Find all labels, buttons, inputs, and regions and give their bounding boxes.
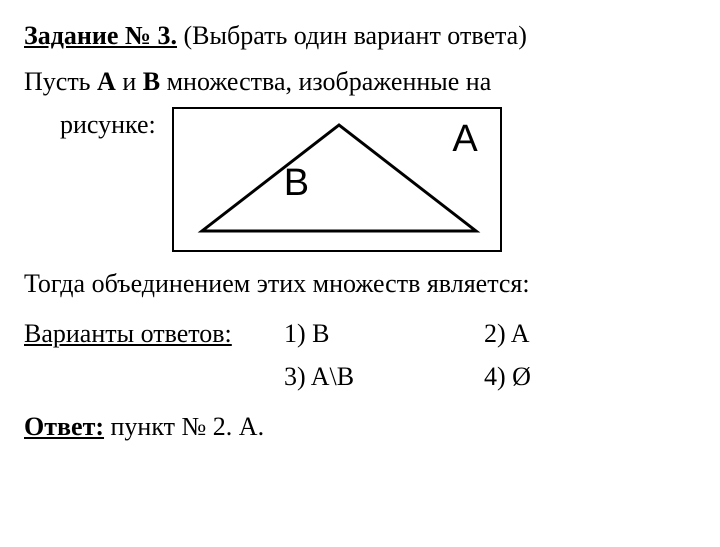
- task-title: Задание № 3.: [24, 21, 177, 50]
- intro-suffix: множества, изображенные на: [160, 67, 491, 96]
- figure-row: рисунке: A B: [24, 107, 696, 252]
- answer-option-1: 1) B: [284, 316, 484, 352]
- answers-label: Варианты ответов:: [24, 316, 284, 352]
- final-answer-label: Ответ:: [24, 412, 104, 441]
- final-answer-value: пункт № 2. А.: [104, 412, 264, 441]
- task-note: (Выбрать один вариант ответа): [184, 21, 527, 50]
- intro-set-b: В: [143, 67, 160, 96]
- intro-prefix: Пусть: [24, 67, 97, 96]
- answers-row-1: Варианты ответов: 1) B 2) A: [24, 316, 696, 352]
- answer-option-3: 3) A\B: [284, 359, 484, 395]
- triangle-shape: [202, 125, 476, 231]
- intro-line-1: Пусть А и В множества, изображенные на: [24, 64, 696, 100]
- answers-row-2: 3) A\B 4) Ø: [24, 359, 696, 395]
- sets-figure: A B: [172, 107, 502, 252]
- answer-option-2: 2) A: [484, 316, 644, 352]
- statement: Тогда объединением этих множеств являетс…: [24, 266, 696, 302]
- final-answer-line: Ответ: пункт № 2. А.: [24, 409, 696, 445]
- task-title-line: Задание № 3. (Выбрать один вариант ответ…: [24, 18, 696, 54]
- figure-label-b: B: [284, 157, 309, 210]
- answer-option-4: 4) Ø: [484, 359, 644, 395]
- answers-spacer: [24, 359, 284, 395]
- intro-line-2: рисунке:: [24, 107, 156, 143]
- figure-label-a: A: [452, 113, 477, 166]
- intro-set-a: А: [97, 67, 116, 96]
- intro-and: и: [116, 67, 143, 96]
